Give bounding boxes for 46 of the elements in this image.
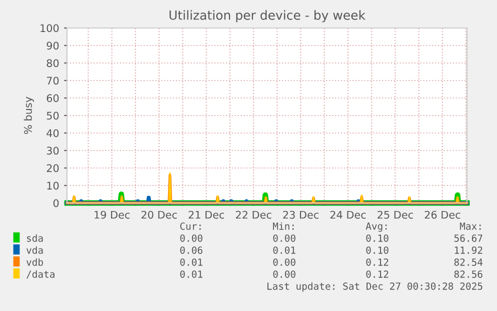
legend-label: vda <box>26 246 43 254</box>
x-tick-label: 19 Dec <box>94 210 130 219</box>
y-tick-label: 70 <box>46 76 59 85</box>
text: 0.00 <box>273 234 296 242</box>
text: 56.67 <box>454 234 482 242</box>
y-tick-label: 60 <box>46 94 59 102</box>
x-tick-label: 24 Dec <box>330 210 366 219</box>
x-tick-label: 25 Dec <box>378 210 413 219</box>
x-tick-label: 21 Dec <box>188 210 224 219</box>
text: 0.01 <box>180 270 202 278</box>
text: 0.00 <box>180 234 202 242</box>
legend-label: sda <box>27 234 43 242</box>
text: 82.54 <box>454 258 483 266</box>
text: 0.12 <box>366 270 388 278</box>
y-tick-label: 40 <box>46 129 59 138</box>
text: 0.01 <box>180 258 202 266</box>
y-tick-label: 0 <box>53 199 59 208</box>
text: Min: <box>272 222 294 230</box>
y-tick-label: 50 <box>46 112 59 120</box>
y-axis-title: % busy <box>24 96 34 134</box>
text: 0.10 <box>366 246 388 254</box>
text: 0.10 <box>366 234 388 242</box>
x-tick-label: 20 Dec <box>141 210 177 219</box>
legend-label: vdb <box>26 258 43 266</box>
y-tick-label: 20 <box>46 164 59 172</box>
y-tick-label: 100 <box>40 24 59 32</box>
text: 0.12 <box>366 258 388 266</box>
text: 0.00 <box>273 270 296 278</box>
text: Cur: <box>180 222 201 230</box>
y-tick-label: 80 <box>46 59 59 68</box>
y-tick-label: 30 <box>46 146 59 155</box>
text: Last update: Sat Dec 27 00:30:28 2025 <box>267 282 482 292</box>
text: 82.56 <box>454 270 482 278</box>
text: 11.92 <box>454 246 482 254</box>
text: 0.00 <box>273 258 296 266</box>
x-tick-label: 22 Dec <box>236 210 272 219</box>
text: 0.01 <box>273 246 296 254</box>
y-tick-label: 90 <box>46 42 59 50</box>
chart-title: Utilization per device - by week <box>170 10 366 22</box>
text: Max: <box>460 222 481 230</box>
text: 0.06 <box>180 246 202 254</box>
y-tick-label: 10 <box>47 182 59 190</box>
legend-label: /data <box>26 270 54 279</box>
x-tick-label: 26 Dec <box>424 210 460 219</box>
x-tick-label: 23 Dec <box>283 210 318 219</box>
text: Avg: <box>366 222 387 232</box>
